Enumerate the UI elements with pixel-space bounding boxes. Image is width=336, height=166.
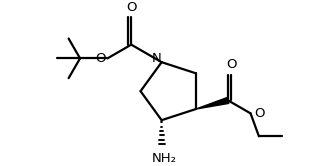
Text: O: O <box>254 107 265 120</box>
Text: O: O <box>95 52 106 65</box>
Text: O: O <box>126 0 136 14</box>
Polygon shape <box>196 97 229 109</box>
Text: NH₂: NH₂ <box>152 152 177 165</box>
Text: O: O <box>226 58 237 71</box>
Text: N: N <box>152 52 162 65</box>
